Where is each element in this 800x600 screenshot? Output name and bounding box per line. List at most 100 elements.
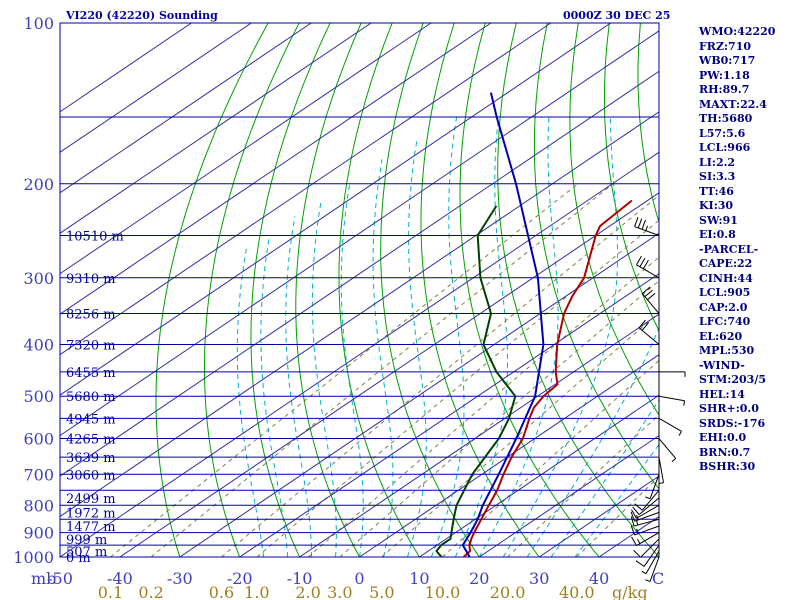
index-item: LCL:905 [699, 286, 751, 299]
height-label: 1972 m [66, 506, 116, 521]
wind-barb [645, 556, 660, 582]
dry-adiabat [533, 23, 659, 490]
isotherm [419, 394, 659, 557]
index-item: HEL:14 [699, 387, 745, 401]
wind-barb-flag [633, 549, 641, 558]
wind-barb [641, 286, 660, 314]
isotherm [60, 23, 432, 275]
mixing-ratio-line [110, 183, 579, 557]
mixing-ratio-tick-labels: 0.1 0.2 0.6 1.0 2.0 3.0 5.0 10.0 20.0 40.0 [98, 583, 595, 600]
pressure-tick-label: 500 [23, 387, 54, 406]
wind-barb [634, 217, 660, 236]
wind-barb-flag [630, 516, 635, 527]
wind-barb-flag [636, 255, 642, 266]
moist-adiabat [406, 139, 427, 557]
pressure-unit-label: mb [31, 569, 56, 588]
height-label: 4945 m [66, 412, 116, 427]
height-label: 0 m [66, 551, 91, 566]
mixing-ratio-tick-label: 3.0 [327, 583, 352, 600]
isotherm [479, 434, 659, 557]
height-label: 1477 m [66, 520, 116, 535]
temperature-tick-label: 40 [589, 569, 609, 588]
height-label: 9310 m [66, 272, 116, 287]
wind-barb-flag [631, 536, 637, 546]
index-item: L57:5.6 [699, 126, 746, 140]
wind-barb-staff [658, 417, 682, 432]
index-item: PW:1.18 [699, 68, 750, 82]
height-label: 6455 m [66, 366, 116, 381]
wind-barb-half-flag [678, 431, 682, 436]
temperature-unit-label: C [652, 569, 664, 588]
wind-barb-flag [634, 503, 643, 511]
wind-barb-flag [635, 560, 645, 567]
sounding-trace [463, 199, 633, 557]
plot-border [59, 22, 660, 558]
wind-barb-flag [632, 506, 640, 515]
wind-barb [631, 504, 660, 519]
wind-barb-flag [644, 289, 653, 298]
moist-adiabat [260, 235, 289, 557]
wind-barb-staff [649, 556, 660, 582]
index-item: WMO:42220 [699, 25, 776, 38]
temperature-tick-label: 30 [529, 569, 549, 588]
mixing-ratio-line [256, 219, 659, 557]
height-label: 2499 m [66, 492, 116, 507]
index-item: CAPE:22 [699, 257, 753, 270]
wind-barb-flag [642, 259, 649, 270]
height-label: 5680 m [66, 390, 116, 405]
wind-barb-staff [658, 457, 665, 483]
pressure-tick-label: 100 [23, 14, 54, 33]
index-item: LFC:740 [699, 315, 751, 328]
wind-barb-flag [638, 319, 646, 329]
mixing-ratio-unit-label: g/kg [612, 583, 648, 600]
wind-barb [635, 544, 660, 567]
index-item: MPL:530 [699, 344, 755, 357]
mixing-ratio-tick-label: 0.6 [209, 583, 234, 600]
isotherm [60, 23, 312, 194]
wind-barb-half-flag [671, 458, 677, 463]
temperature-tick-label: 20 [469, 569, 489, 588]
index-item: TT:46 [699, 184, 734, 198]
wind-barb [645, 474, 660, 500]
wind-barb-half-flag [641, 570, 647, 575]
wind-barb [636, 255, 660, 279]
station-title: VI220 (42220) Sounding [66, 9, 218, 22]
wind-barb-half-flag [683, 400, 686, 406]
isotherm [359, 354, 659, 557]
wind-profile [630, 217, 686, 582]
dry-adiabat [796, 23, 800, 557]
wind-barb-staff [643, 544, 660, 567]
mixing-ratio-line [507, 413, 659, 557]
pressure-tick-label: 1000 [13, 548, 54, 567]
height-label: 10510 m [66, 229, 124, 244]
moist-adiabat [340, 183, 364, 557]
wind-barb [634, 489, 660, 511]
wind-barb-flag [647, 292, 656, 301]
mixing-ratio-tick-label: 2.0 [295, 583, 320, 600]
wind-barb-staff [645, 550, 660, 574]
temperature-tick-label: -30 [167, 569, 193, 588]
temperature-tick-label: -10 [287, 569, 313, 588]
index-item: BSHR:30 [699, 460, 756, 473]
wind-barb-half-flag [636, 528, 639, 534]
isotherm [60, 151, 659, 557]
pressure-tick-label: 700 [23, 465, 54, 484]
wind-barb [638, 319, 660, 345]
isotherm [119, 192, 659, 557]
index-item: LI:2.2 [699, 155, 736, 169]
mixing-ratio-tick-label: 5.0 [369, 583, 394, 600]
index-item: BRN:0.7 [699, 445, 751, 459]
index-item: CAP:2.0 [699, 300, 748, 314]
wind-barb-staff [633, 518, 660, 527]
index-item: LCL:966 [699, 141, 751, 154]
temperature-tick-label: 0 [354, 569, 364, 588]
index-item: -WIND- [699, 358, 745, 372]
temperature-tick-label: 10 [409, 569, 429, 588]
wind-barb-staff [638, 497, 660, 515]
index-item: SI:3.3 [699, 170, 736, 183]
wind-barb [641, 550, 660, 575]
dry-adiabat [155, 23, 269, 557]
height-label: 999 m [66, 533, 107, 548]
